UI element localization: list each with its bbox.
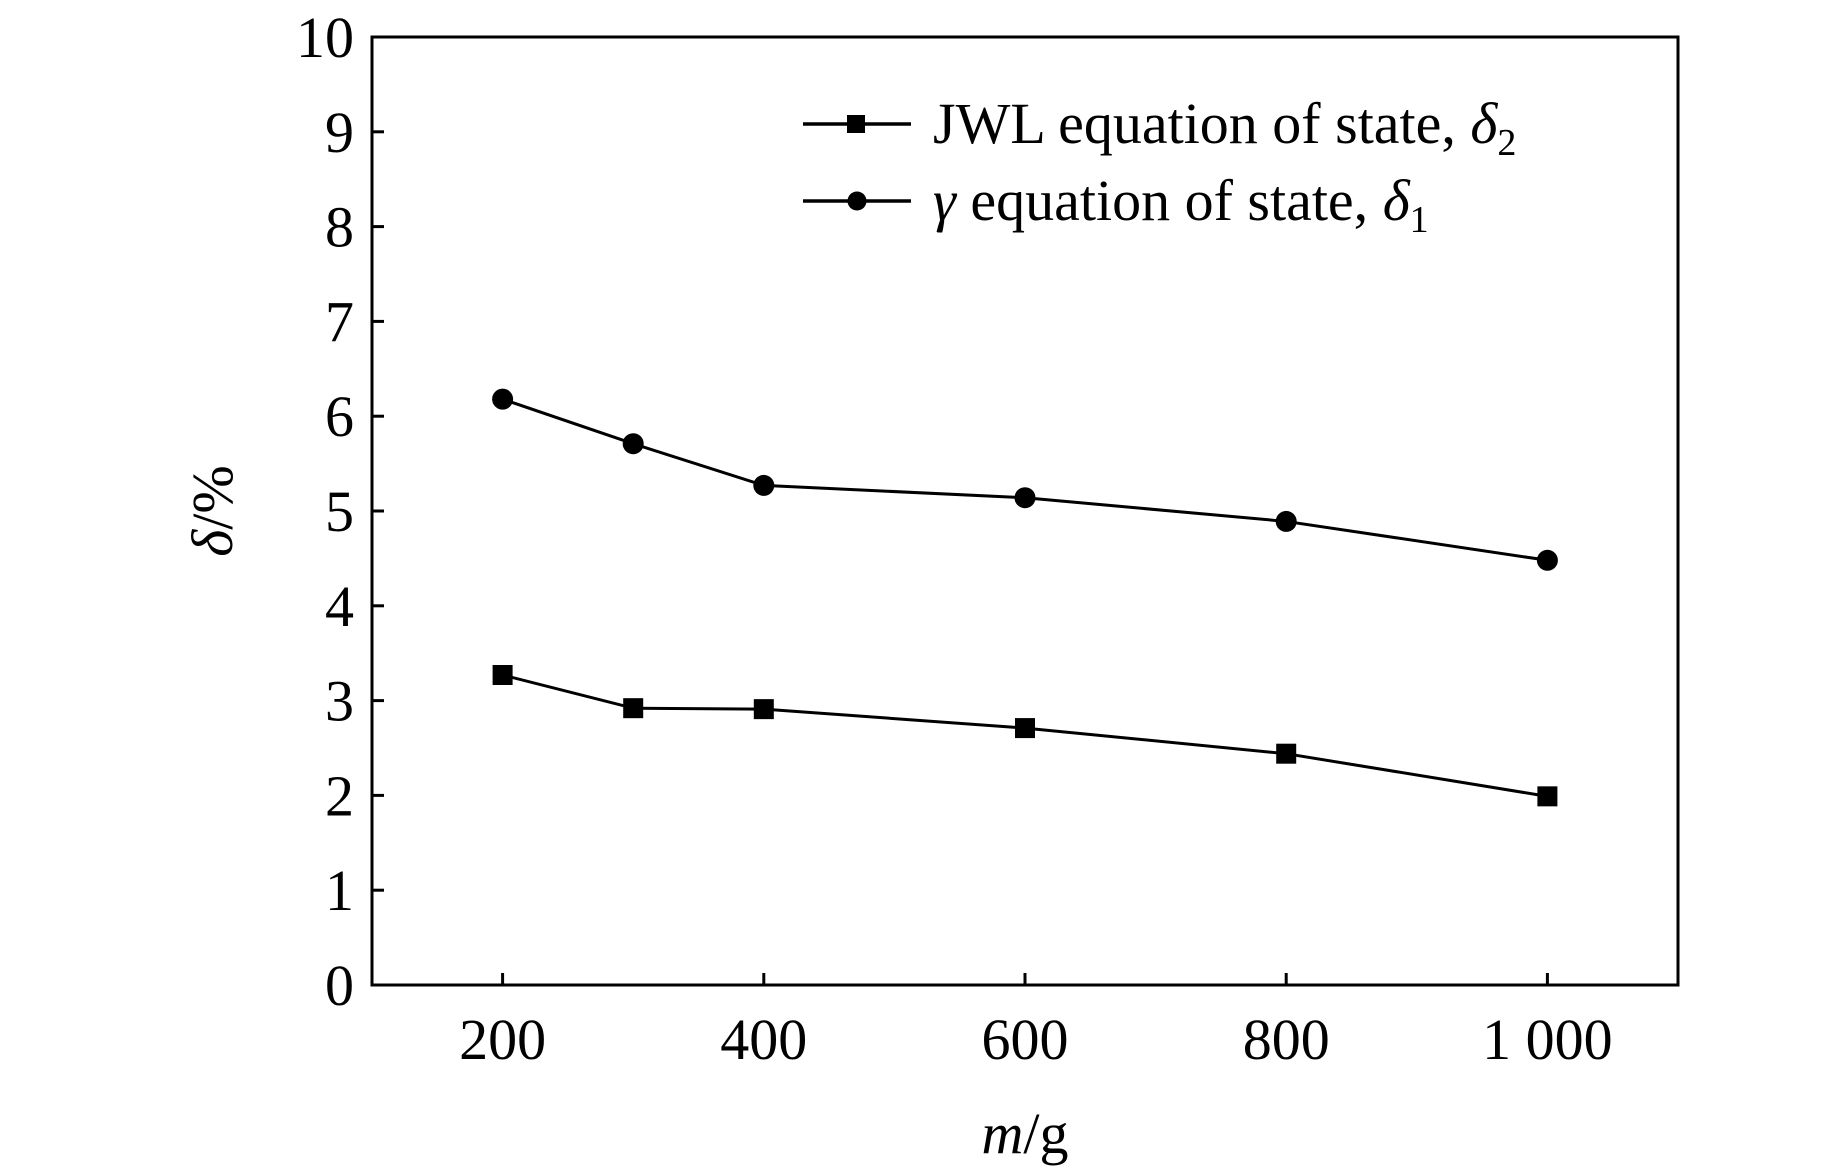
legend-label: γ equation of state, δ1 bbox=[933, 168, 1429, 241]
legend-marker-circle bbox=[847, 191, 867, 211]
y-tick-label: 1 bbox=[325, 858, 354, 923]
series-line bbox=[502, 397, 1548, 562]
data-point-square bbox=[1276, 743, 1297, 764]
y-tick-label: 0 bbox=[325, 953, 354, 1018]
x-axis-title: m/g bbox=[981, 1101, 1068, 1166]
data-point-square bbox=[1537, 786, 1558, 807]
y-tick-label: 9 bbox=[325, 100, 354, 165]
y-tick-label: 6 bbox=[325, 384, 354, 449]
legend-text: equation of state, bbox=[956, 168, 1383, 233]
data-point-circle bbox=[1014, 487, 1036, 509]
legend-delta-symbol: δ bbox=[1383, 168, 1411, 233]
data-point-square bbox=[492, 665, 513, 686]
data-point-square bbox=[623, 698, 644, 719]
legend-item: γ equation of state, δ1 bbox=[803, 168, 1429, 241]
x-tick-label: 400 bbox=[720, 1007, 807, 1072]
y-tick-label: 2 bbox=[325, 763, 354, 828]
y-axis-variable: δ bbox=[180, 529, 245, 557]
y-tick-label: 3 bbox=[325, 669, 354, 734]
data-point-circle bbox=[492, 388, 514, 410]
legend-text: JWL equation of state, bbox=[933, 91, 1470, 156]
series-line bbox=[502, 673, 1548, 798]
y-tick-label: 4 bbox=[325, 574, 354, 639]
data-point-circle bbox=[753, 474, 775, 496]
x-tick-label: 200 bbox=[459, 1007, 546, 1072]
legend-item: JWL equation of state, δ2 bbox=[803, 91, 1516, 164]
data-point-square bbox=[1015, 718, 1035, 739]
series-layer bbox=[492, 388, 1558, 807]
legend-delta-symbol: δ bbox=[1470, 91, 1498, 156]
data-point-circle bbox=[1275, 510, 1297, 532]
x-tick-label: 1 000 bbox=[1482, 1007, 1613, 1072]
legend-label: JWL equation of state, δ2 bbox=[933, 91, 1516, 164]
y-tick-label: 8 bbox=[325, 195, 354, 260]
y-tick-label: 7 bbox=[325, 289, 354, 354]
x-tick-label: 800 bbox=[1243, 1007, 1330, 1072]
x-tick-label: 600 bbox=[982, 1007, 1069, 1072]
series-jwl bbox=[492, 665, 1558, 807]
legend: JWL equation of state, δ2γ equation of s… bbox=[803, 91, 1516, 241]
data-point-circle bbox=[1536, 549, 1558, 571]
x-axis: 200 400 600 800 1 000 bbox=[459, 973, 1613, 1072]
x-axis-variable: m bbox=[981, 1101, 1023, 1166]
y-axis-unit: /% bbox=[180, 465, 245, 529]
y-tick-label: 5 bbox=[325, 479, 354, 544]
y-axis: 0 1 2 3 4 5 6 7 8 9 10 bbox=[296, 5, 384, 1018]
y-tick-label: 10 bbox=[296, 5, 354, 70]
legend-subscript: 2 bbox=[1497, 122, 1516, 164]
y-axis-title: δ/% bbox=[180, 465, 245, 556]
series-gamma bbox=[492, 388, 1558, 571]
legend-marker-square bbox=[847, 115, 865, 133]
legend-gamma-symbol: γ bbox=[933, 168, 958, 233]
data-point-circle bbox=[622, 433, 644, 455]
legend-subscript: 1 bbox=[1410, 199, 1429, 241]
x-axis-unit: /g bbox=[1023, 1101, 1068, 1166]
data-point-square bbox=[753, 699, 774, 720]
